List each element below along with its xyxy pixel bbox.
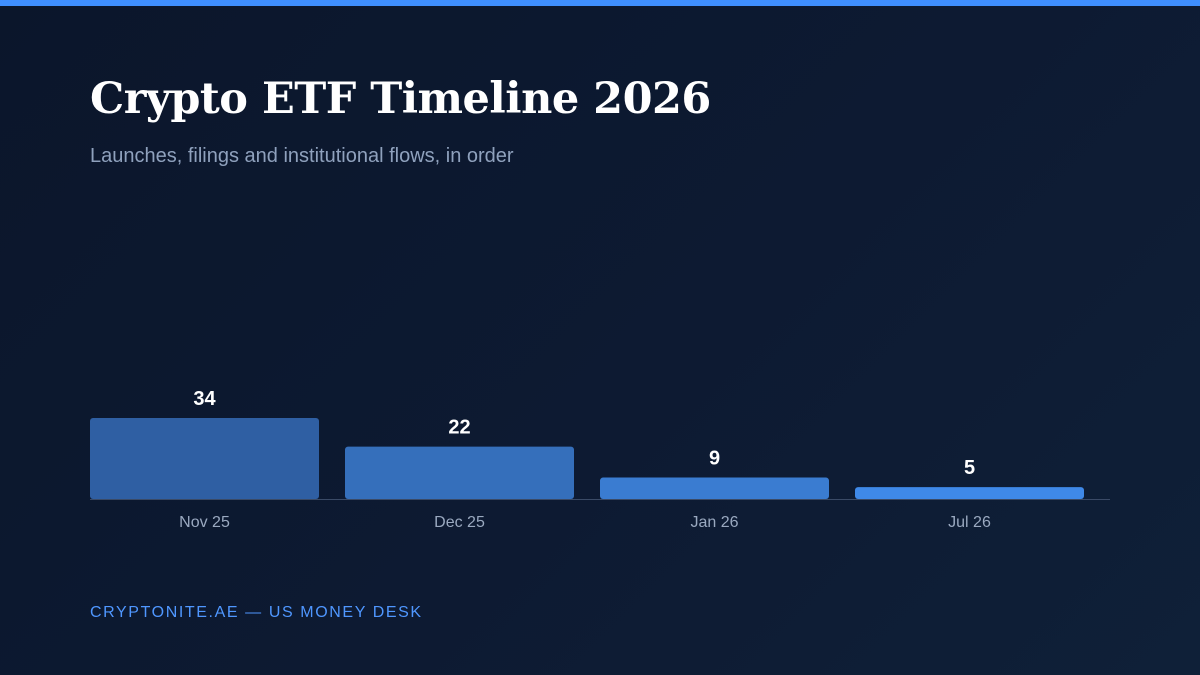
bar-dec-25 <box>345 446 574 499</box>
page-title: Crypto ETF Timeline 2026 <box>90 74 711 124</box>
x-tick-label: Jan 26 <box>690 514 738 531</box>
page-subtitle: Launches, filings and institutional flow… <box>90 145 514 167</box>
bar-jan-26 <box>600 477 829 499</box>
data-label: 34 <box>193 388 216 410</box>
footer-credit: CRYPTONITE.AE — US MONEY DESK <box>90 604 423 621</box>
bar-jul-26 <box>855 487 1084 499</box>
x-tick-label: Jul 26 <box>948 514 991 531</box>
data-label: 9 <box>709 448 720 470</box>
x-tick-label: Nov 25 <box>179 514 230 531</box>
top-accent-bar <box>0 0 1200 6</box>
data-label: 22 <box>448 417 470 439</box>
x-tick-label: Dec 25 <box>434 514 485 531</box>
data-label: 5 <box>964 457 975 479</box>
bar-nov-25 <box>90 418 319 499</box>
